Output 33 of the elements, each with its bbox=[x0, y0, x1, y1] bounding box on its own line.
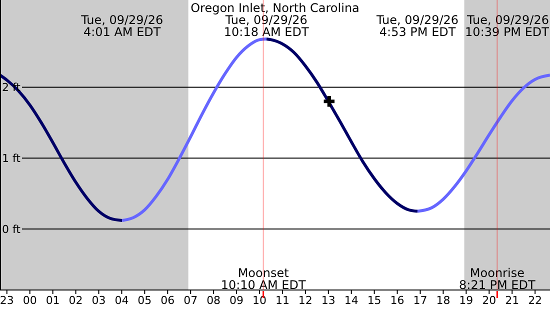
chart-title: Oregon Inlet, North Carolina bbox=[190, 1, 360, 15]
annotation: Tue, 09/29/26 4:53 PM EDT bbox=[376, 13, 459, 39]
x-tick-label: 12 bbox=[298, 294, 312, 307]
x-tick-label: 10 bbox=[252, 294, 266, 307]
annotation: Tue, 09/29/26 10:39 PM EDT bbox=[465, 13, 550, 39]
x-tick-label: 11 bbox=[275, 294, 290, 307]
y-tick-label: 0 ft bbox=[2, 223, 22, 236]
x-tick-label: 23 bbox=[0, 294, 14, 307]
x-tick-label: 19 bbox=[459, 294, 474, 307]
x-tick-label: 04 bbox=[114, 294, 129, 307]
x-tick-label: 09 bbox=[230, 294, 244, 307]
x-tick-label: 03 bbox=[92, 294, 106, 307]
annotation: Tue, 09/29/26 4:01 AM EDT bbox=[80, 13, 164, 39]
x-tick-label: 22 bbox=[528, 294, 542, 307]
x-tick-label: 16 bbox=[390, 294, 404, 307]
x-tick-label: 21 bbox=[505, 294, 520, 307]
x-tick-label: 14 bbox=[344, 294, 358, 307]
x-tick-label: 20 bbox=[482, 294, 496, 307]
x-tick-label: 08 bbox=[206, 294, 221, 307]
x-tick-label: 06 bbox=[160, 294, 175, 307]
x-tick-label: 07 bbox=[184, 294, 198, 307]
ref-line-label: Moonset 10:10 AM EDT bbox=[220, 266, 306, 292]
x-tick-label: 17 bbox=[413, 294, 428, 307]
x-tick-label: 18 bbox=[436, 294, 450, 307]
x-tick-label: 05 bbox=[138, 294, 152, 307]
annotation: Tue, 09/29/26 10:18 AM EDT bbox=[224, 13, 310, 39]
x-tick-label: 13 bbox=[321, 294, 336, 307]
x-tick-label: 00 bbox=[22, 294, 37, 307]
x-tick-label: 02 bbox=[68, 294, 83, 307]
y-tick-label: 1 ft bbox=[2, 152, 22, 166]
x-tick-label: 15 bbox=[367, 294, 382, 307]
ref-line-label: Moonrise 8:21 PM EDT bbox=[459, 266, 536, 292]
x-tick-label: 01 bbox=[46, 294, 60, 307]
